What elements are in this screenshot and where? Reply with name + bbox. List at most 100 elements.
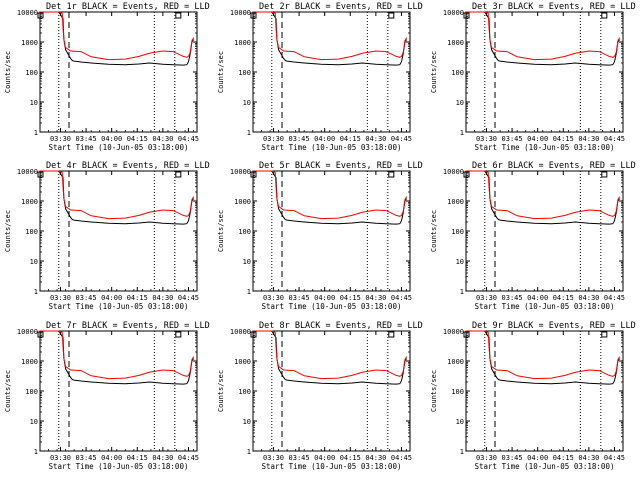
y-axis-label: Counts/sec (430, 210, 438, 252)
x-tick-label: 04:30 (578, 135, 599, 143)
y-tick-label: 10000 (443, 328, 464, 336)
lld-rate-line (40, 11, 195, 61)
y-tick-label: 100 (25, 69, 38, 77)
y-tick-label: 10 (456, 418, 464, 426)
corner-marker (463, 12, 470, 19)
x-tick-label: 04:30 (365, 135, 386, 143)
lld-rate-line (466, 170, 621, 220)
x-tick-label: 04:30 (152, 135, 173, 143)
y-tick-label: 10000 (443, 168, 464, 176)
x-tick-label: 04:30 (365, 454, 386, 462)
detector-panel: Det 8r BLACK = Events, RED = LLD Counts/s… (217, 321, 423, 471)
y-tick-label: 100 (25, 228, 38, 236)
panel-title: Det 6r BLACK = Events, RED = LLD (472, 161, 636, 171)
x-tick-label: 04:45 (391, 294, 412, 302)
detector-panel: Det 7r BLACK = Events, RED = LLD Counts/s… (4, 321, 210, 471)
corner-marker (601, 331, 608, 338)
y-tick-label: 1000 (447, 39, 464, 47)
x-tick-label: 04:00 (314, 454, 335, 462)
x-tick-label: 03:45 (502, 294, 523, 302)
panel-title: Det 1r BLACK = Events, RED = LLD (46, 2, 210, 12)
y-tick-label: 100 (451, 69, 464, 77)
corner-marker (601, 12, 608, 19)
x-tick-label: 03:45 (289, 294, 310, 302)
y-tick-label: 100 (451, 228, 464, 236)
lld-rate-line (253, 11, 408, 61)
y-axis-label: Counts/sec (4, 370, 12, 412)
corner-marker (175, 331, 182, 338)
corner-marker (463, 171, 470, 178)
lld-rate-line (253, 170, 408, 220)
y-tick-label: 1000 (21, 358, 38, 366)
x-tick-label: 04:00 (101, 294, 122, 302)
panel-title: Det 5r BLACK = Events, RED = LLD (259, 161, 423, 171)
detector-panel: Det 3r BLACK = Events, RED = LLD Counts/s… (430, 2, 636, 152)
y-tick-label: 10 (243, 418, 251, 426)
x-tick-label: 03:30 (263, 135, 284, 143)
detector-panel: Det 2r BLACK = Events, RED = LLD Counts/s… (217, 2, 423, 152)
y-tick-label: 1000 (234, 358, 251, 366)
y-tick-label: 10 (30, 258, 38, 266)
y-tick-label: 1000 (21, 39, 38, 47)
y-axis-label: Counts/sec (4, 51, 12, 93)
x-axis-label: Start Time (10-Jun-05 03:18:00) (475, 143, 615, 152)
x-axis-label: Start Time (10-Jun-05 03:18:00) (475, 462, 615, 471)
lld-rate-line (40, 330, 195, 380)
y-tick-label: 1000 (234, 198, 251, 206)
y-tick-label: 10 (30, 99, 38, 107)
y-tick-label: 1 (460, 129, 464, 137)
x-tick-label: 04:30 (152, 294, 173, 302)
corner-marker (463, 331, 470, 338)
y-tick-label: 10000 (230, 328, 251, 336)
lld-rate-line (466, 330, 621, 380)
y-tick-label: 10000 (443, 9, 464, 17)
x-tick-label: 04:45 (604, 454, 625, 462)
x-tick-label: 04:15 (340, 135, 361, 143)
x-axis-label: Start Time (10-Jun-05 03:18:00) (49, 462, 189, 471)
x-tick-label: 04:00 (314, 294, 335, 302)
x-axis-label: Start Time (10-Jun-05 03:18:00) (49, 302, 189, 311)
y-tick-label: 100 (25, 388, 38, 396)
x-tick-label: 03:30 (50, 135, 71, 143)
x-tick-label: 04:00 (527, 294, 548, 302)
x-tick-label: 04:30 (578, 454, 599, 462)
y-tick-label: 1000 (447, 358, 464, 366)
corner-marker (388, 171, 395, 178)
detector-panel: Det 9r BLACK = Events, RED = LLD Counts/s… (430, 321, 636, 471)
y-tick-label: 1 (34, 129, 38, 137)
panel-title: Det 9r BLACK = Events, RED = LLD (472, 321, 636, 331)
corner-marker (388, 12, 395, 19)
y-axis-label: Counts/sec (430, 51, 438, 93)
y-tick-label: 1 (247, 288, 251, 296)
y-tick-label: 10000 (230, 9, 251, 17)
corner-marker (175, 12, 182, 19)
y-tick-label: 1 (247, 448, 251, 456)
y-tick-label: 1000 (234, 39, 251, 47)
x-tick-label: 03:45 (502, 135, 523, 143)
y-axis-label: Counts/sec (217, 370, 225, 412)
x-tick-label: 04:00 (527, 454, 548, 462)
panel-title: Det 8r BLACK = Events, RED = LLD (259, 321, 423, 331)
x-tick-label: 03:45 (502, 454, 523, 462)
x-axis-label: Start Time (10-Jun-05 03:18:00) (262, 462, 402, 471)
corner-marker (388, 331, 395, 338)
x-tick-label: 03:45 (76, 454, 97, 462)
y-tick-label: 10 (456, 99, 464, 107)
y-tick-label: 1000 (447, 198, 464, 206)
x-axis-label: Start Time (10-Jun-05 03:18:00) (262, 143, 402, 152)
x-tick-label: 04:15 (553, 454, 574, 462)
x-tick-label: 03:45 (289, 135, 310, 143)
x-tick-label: 04:45 (391, 454, 412, 462)
y-tick-label: 10 (243, 258, 251, 266)
x-tick-label: 04:00 (314, 135, 335, 143)
corner-marker (250, 12, 257, 19)
x-tick-label: 04:45 (178, 454, 199, 462)
corner-marker (601, 171, 608, 178)
x-tick-label: 04:15 (340, 294, 361, 302)
x-tick-label: 04:45 (604, 135, 625, 143)
detector-panel: Det 1r BLACK = Events, RED = LLD Counts/s… (4, 2, 210, 152)
x-tick-label: 04:45 (604, 294, 625, 302)
x-tick-label: 03:45 (289, 454, 310, 462)
y-tick-label: 10 (456, 258, 464, 266)
